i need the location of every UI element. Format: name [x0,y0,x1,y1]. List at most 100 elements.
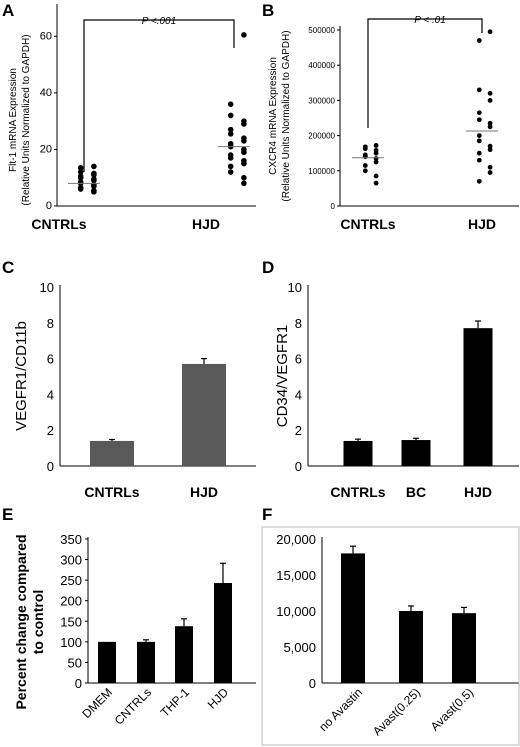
panel-b-data-point [476,87,482,93]
panel-e-y-tick-label: 0 [75,676,82,691]
panel-f-category-label: no Avastin [316,685,365,734]
panel-a-data-point [227,155,234,161]
panel-a-data-point [241,180,247,187]
panel-a-data-point [91,189,97,195]
panel-b-data-point [487,98,493,103]
panel-b-data-point [373,180,379,186]
panel-c-category-label: CNTRLs [84,484,139,500]
panel-d-y-tick-label: 6 [295,352,302,367]
panel-f-y-tick-label: 0 [309,676,316,691]
panel-e-ylabel-line2: to control [30,590,46,655]
panel-b-data-point [487,90,493,96]
panel-label-b: B [262,1,274,20]
panel-d-y-tick-label: 2 [295,423,302,438]
panel-f-category-label: Avast(0.25) [370,685,423,738]
panel-b-data-point [373,143,379,148]
panel-a-ylabel-line2: (Relative Units Normalized to GAPDH) [21,34,32,205]
panel-d-bar [463,328,493,466]
panel-b-ylabel-line1: CXCR4 mRNA Expression [268,57,279,175]
panel-e-ylabel-line1: Percent change compared [13,534,29,709]
panel-b-data-point [487,29,493,35]
panel-b-data-point [476,157,482,163]
panel-a-data-point [77,165,84,171]
panel-b-data-point [476,38,482,43]
panel-d-y-tick-label: 0 [295,459,302,474]
panel-a-data-point [77,169,84,175]
panel-b-y-tick-label: 400000 [308,61,335,70]
panel-b: CXCR4 mRNA Expression (Relative Units No… [268,15,519,232]
panel-c-bar [182,363,226,466]
panel-a-data-point [91,183,97,189]
panel-b-y-tick-label: 100000 [308,167,335,176]
panel-e-category-label: DMEM [79,685,115,721]
panel-b-data-point [362,168,368,174]
panel-f-y-tick-label: 5,000 [283,640,316,655]
panel-e-y-tick-label: 250 [60,573,82,588]
panel-b-data-point [362,163,368,168]
panel-b-p-value: P < .01 [414,15,446,26]
panel-a-data-point [241,149,247,156]
panel-b-y-tick-label: 200000 [308,132,335,141]
panel-b-significance-bracket [367,18,483,128]
panel-d: CD34/VEGFR1 CNTRLs BC HJD 0 2 4 6 8 10 [274,280,519,500]
panel-a-data-point [227,131,234,137]
panel-f-bar [452,613,476,683]
panel-b-data-point [476,117,482,123]
panel-label-c: C [2,258,14,277]
panel-e-y-tick-label: 150 [60,614,82,629]
panel-e-category-label: HJD [205,685,232,712]
panel-a-data-point [227,169,234,175]
panel-a-p-value: P <.001 [142,16,176,27]
panel-b-data-point [476,150,482,156]
panel-b-data-point [476,110,482,116]
panel-a-data-point [77,186,84,192]
panel-label-e: E [2,505,13,524]
panel-c-bar [90,440,134,466]
panel-a-data-point [241,138,247,144]
panel-a-data-point [77,174,84,181]
panel-b-data-point [373,150,379,156]
panel-f-y-tick-label: 10,000 [276,604,316,619]
panel-a: Flt-1 mRNA Expression (Relative Units No… [8,4,256,232]
panel-b-data-point [487,164,493,170]
panel-f-bar [341,553,365,683]
panel-a-ylabel-line1: Flt-1 mRNA Expression [8,68,19,172]
panel-e-bar [175,626,193,683]
panel-b-y-tick-label: 0 [331,202,336,211]
panel-e-y-tick-label: 50 [68,655,82,670]
panel-a-data-point [227,112,234,119]
panel-c-category-label: HJD [190,484,218,500]
panel-e-y-tick-label: 100 [60,635,82,650]
panel-e-category-label: THP-1 [158,685,193,720]
panel-b-category-label: HJD [468,216,496,232]
panel-b-data-point [487,170,493,175]
panel-b-y-tick-label: 300000 [308,96,335,105]
panel-a-y-tick-label: 40 [40,87,52,99]
panel-a-category-label: CNTRLs [31,216,86,232]
panel-label-a: A [2,1,14,20]
panel-b-ylabel-line2: (Relative Units Normalized to GAPDH) [281,30,292,201]
panel-c: VEGFR1/CD11b CNTRLs HJD 0 2 4 6 8 10 [13,280,256,500]
panel-b-data-point [476,133,482,139]
panel-a-data-point [227,126,234,133]
panel-e: Percent change compared to control 0 50 10… [13,532,256,728]
panel-c-ylabel: VEGFR1/CD11b [13,321,30,431]
panel-a-data-point [91,177,97,184]
panel-f-y-tick-label: 20,000 [276,532,316,547]
panel-b-data-point [487,124,493,130]
panel-a-data-point [241,121,247,127]
panel-e-bar [214,583,232,683]
panel-d-ylabel: CD34/VEGFR1 [274,325,291,428]
panel-b-y-tick-label: 500000 [308,26,335,35]
panel-d-y-tick-label: 8 [295,316,302,331]
panel-b-data-point [362,146,368,152]
panel-a-significance-bracket [83,19,235,172]
panel-b-data-point [476,178,482,184]
panel-c-y-tick-label: 8 [47,316,54,331]
panel-d-y-tick-label: 4 [295,387,302,402]
panel-a-y-tick-label: 60 [40,30,52,42]
panel-b-category-label: CNTRLs [340,216,395,232]
panel-c-y-tick-label: 2 [47,423,54,438]
